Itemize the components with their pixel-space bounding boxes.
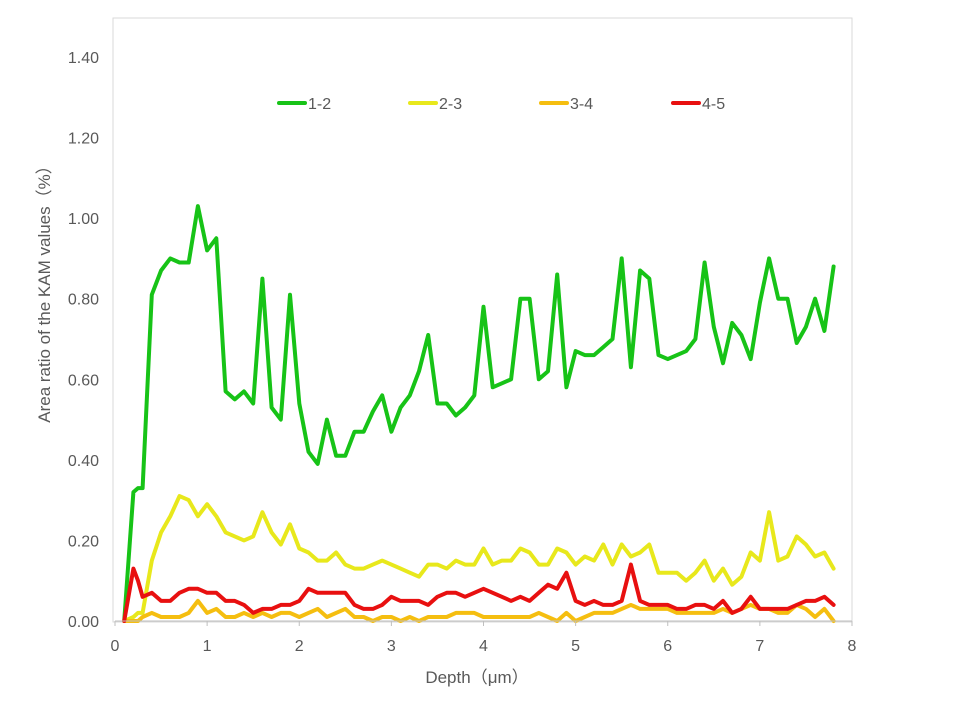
series-line-2-3 bbox=[122, 494, 836, 623]
series-line-4-5 bbox=[122, 562, 836, 623]
y-tick-label: 0.40 bbox=[68, 453, 99, 470]
series-line-3-4 bbox=[122, 598, 836, 623]
y-axis-title: Area ratio of the KAM values（%） bbox=[35, 157, 54, 423]
x-tick-label: 3 bbox=[387, 638, 396, 655]
x-tick-label: 1 bbox=[203, 638, 212, 655]
legend-label-2-3: 2-3 bbox=[439, 96, 462, 113]
legend: 1-2 2-3 3-4 4-5 bbox=[277, 96, 725, 113]
x-tick-label: 8 bbox=[848, 638, 857, 655]
x-tick-label: 4 bbox=[479, 638, 488, 655]
series-line-1-2 bbox=[122, 204, 836, 623]
x-tick-label: 6 bbox=[663, 638, 672, 655]
y-tick-label: 0.60 bbox=[68, 372, 99, 389]
x-tick-label: 0 bbox=[111, 638, 120, 655]
x-axis-title: Depth（μm） bbox=[425, 668, 528, 687]
y-tick-label: 0.80 bbox=[68, 292, 99, 309]
y-tick-label: 0.00 bbox=[68, 614, 99, 631]
y-tick-label: 1.20 bbox=[68, 131, 99, 148]
axes-layer: 0.00 0.20 0.40 0.60 0.80 1.00 1.20 1.40 0 1 2 3 4 5 6 7… bbox=[68, 50, 857, 655]
legend-label-3-4: 3-4 bbox=[570, 96, 593, 113]
y-tick-label: 1.00 bbox=[68, 211, 99, 228]
x-tick-label: 7 bbox=[755, 638, 764, 655]
series-layer bbox=[122, 204, 836, 623]
y-tick-label: 1.40 bbox=[68, 50, 99, 67]
legend-label-4-5: 4-5 bbox=[702, 96, 725, 113]
x-tick-label: 5 bbox=[571, 638, 580, 655]
x-tick-label: 2 bbox=[295, 638, 304, 655]
y-tick-label: 0.20 bbox=[68, 533, 99, 550]
legend-label-1-2: 1-2 bbox=[308, 96, 331, 113]
